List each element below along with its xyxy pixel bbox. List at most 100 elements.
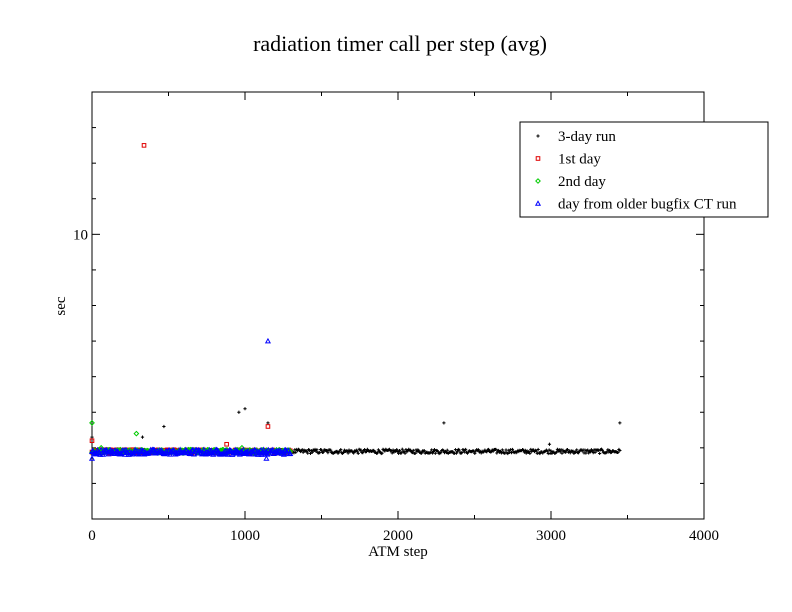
data-point xyxy=(606,448,610,452)
data-point xyxy=(528,451,532,455)
data-point xyxy=(301,450,305,454)
data-point xyxy=(408,448,413,452)
data-point xyxy=(504,448,508,452)
data-point xyxy=(399,451,403,455)
data-point xyxy=(415,450,419,454)
data-point xyxy=(464,447,468,452)
data-point xyxy=(397,449,402,453)
data-point xyxy=(560,451,564,455)
data-point xyxy=(495,451,499,455)
data-point xyxy=(584,451,588,455)
data-point xyxy=(618,448,622,453)
data-point xyxy=(355,450,359,454)
data-point xyxy=(292,451,296,455)
data-point xyxy=(600,448,605,452)
data-point xyxy=(390,451,394,455)
data-point xyxy=(432,448,437,452)
data-point xyxy=(506,451,510,456)
data-point xyxy=(318,450,322,455)
data-point xyxy=(98,444,105,451)
data-point xyxy=(571,449,575,453)
chart-title: radiation timer call per step (avg) xyxy=(253,31,547,56)
data-point xyxy=(319,448,324,452)
data-point xyxy=(568,451,572,455)
data-point xyxy=(326,451,330,455)
data-point xyxy=(99,451,107,457)
data-point xyxy=(305,449,309,453)
x-axis-label: ATM step xyxy=(368,544,428,560)
legend-marker xyxy=(536,134,540,138)
data-point xyxy=(549,449,553,453)
data-point xyxy=(140,435,145,439)
data-point xyxy=(509,451,514,455)
data-point xyxy=(527,450,531,454)
data-point xyxy=(375,451,380,455)
data-point xyxy=(445,448,449,452)
data-point xyxy=(205,449,212,456)
data-point xyxy=(403,451,407,455)
data-point xyxy=(413,451,417,456)
data-point xyxy=(308,451,313,456)
data-point xyxy=(411,448,415,453)
data-point xyxy=(558,450,562,454)
data-point xyxy=(489,450,493,454)
data-point xyxy=(118,450,125,456)
data-point xyxy=(359,448,363,452)
data-point xyxy=(294,450,298,454)
legend: 3-day run 1st day 2nd day day from older bu… xyxy=(519,121,769,218)
data-point xyxy=(547,448,551,452)
data-point xyxy=(268,447,275,453)
data-point xyxy=(306,451,310,455)
data-point xyxy=(547,442,552,446)
data-point xyxy=(564,450,568,454)
data-point xyxy=(597,448,601,452)
data-point xyxy=(400,447,404,451)
data-point xyxy=(523,448,527,452)
data-point xyxy=(396,449,400,454)
data-point xyxy=(269,446,276,453)
data-point xyxy=(590,449,594,453)
ticks-group: 0 1000 2000 3000 4000 10 xyxy=(73,92,719,544)
data-point xyxy=(485,450,489,454)
data-point xyxy=(345,449,349,453)
data-point xyxy=(364,449,369,454)
data-point xyxy=(476,448,481,452)
data-point xyxy=(593,450,597,454)
data-point xyxy=(383,449,387,453)
data-point xyxy=(507,448,511,452)
data-point xyxy=(499,451,504,455)
data-point xyxy=(429,450,433,454)
data-point xyxy=(335,449,339,454)
data-point xyxy=(455,449,459,453)
data-point xyxy=(266,421,270,425)
data-point xyxy=(598,451,602,456)
data-point xyxy=(189,446,197,453)
data-group xyxy=(88,143,622,461)
data-point xyxy=(200,446,208,453)
data-point xyxy=(402,450,406,454)
series-3 xyxy=(88,337,294,461)
y-axis-label: sec xyxy=(53,296,69,315)
data-point xyxy=(554,450,559,454)
data-point xyxy=(497,448,501,453)
data-point xyxy=(453,448,458,452)
data-point xyxy=(433,451,437,455)
data-point xyxy=(500,448,504,452)
data-point xyxy=(536,447,540,452)
data-point xyxy=(576,451,581,455)
data-point xyxy=(441,449,446,453)
data-point xyxy=(263,455,270,461)
data-point xyxy=(410,450,414,455)
data-point xyxy=(90,435,94,439)
data-point xyxy=(88,455,96,461)
legend-label: 2nd day xyxy=(558,174,606,190)
data-point xyxy=(460,450,464,455)
x-tick-label: 2000 xyxy=(383,528,413,544)
data-point xyxy=(280,451,287,457)
data-point xyxy=(356,451,360,455)
data-point xyxy=(444,450,448,455)
data-point xyxy=(251,446,258,453)
data-point xyxy=(329,448,333,452)
x-tick-label: 3000 xyxy=(536,528,566,544)
data-point xyxy=(430,451,435,455)
